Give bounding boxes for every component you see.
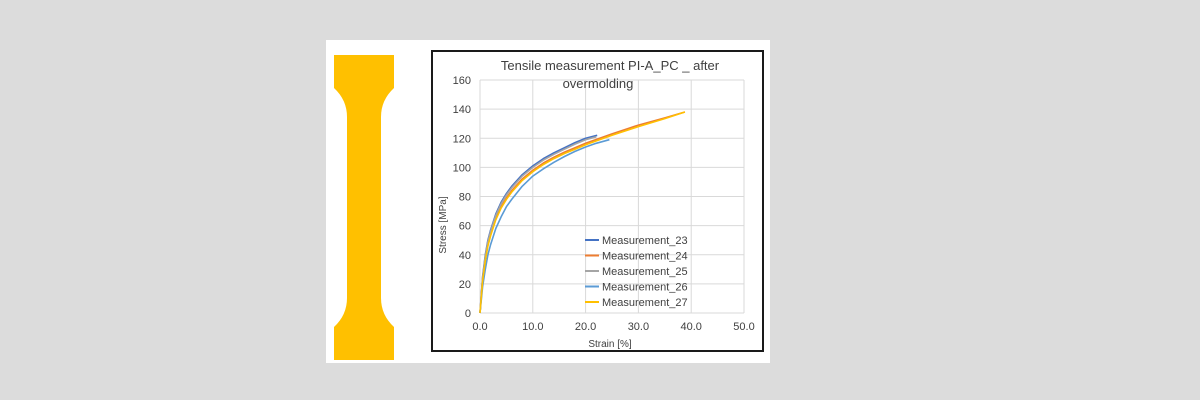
grid-lines (479, 79, 745, 314)
x-tick-label: 40.0 (680, 321, 701, 333)
series-line-measurement-26 (479, 138, 610, 314)
x-axis-label: Strain [%] (588, 339, 632, 350)
tensile-specimen-icon (334, 55, 394, 360)
legend-label: Measurement_25 (602, 266, 688, 278)
y-tick-label: 120 (453, 133, 471, 145)
y-tick-label: 0 (465, 308, 471, 320)
series-lines (479, 111, 686, 314)
x-tick-labels: 0.0 10.0 20.0 30.0 40.0 50.0 (472, 321, 754, 333)
chart-title-line2: overmolding (563, 76, 634, 91)
specimen-shape (334, 55, 394, 360)
y-tick-label: 160 (453, 75, 471, 87)
x-tick-label: 30.0 (628, 321, 649, 333)
x-tick-label: 10.0 (522, 321, 543, 333)
y-tick-labels: 0 20 40 60 80 100 120 140 160 (453, 75, 471, 320)
y-tick-label: 40 (459, 250, 471, 262)
y-tick-label: 20 (459, 279, 471, 291)
x-tick-label: 0.0 (472, 321, 487, 333)
x-tick-label: 50.0 (733, 321, 754, 333)
series-line-measurement-27 (479, 111, 686, 314)
x-tick-label: 20.0 (575, 321, 596, 333)
legend: Measurement_23 Measurement_24 Measurement_… (585, 235, 688, 309)
legend-label: Measurement_27 (602, 297, 688, 309)
y-tick-label: 60 (459, 221, 471, 233)
legend-label: Measurement_23 (602, 235, 688, 247)
chart-title-line1: Tensile measurement PI-A_PC _ after (501, 58, 720, 73)
legend-label: Measurement_24 (602, 251, 688, 263)
y-tick-label: 80 (459, 192, 471, 204)
y-tick-label: 140 (453, 104, 471, 116)
y-axis-label: Stress [MPa] (438, 196, 449, 253)
y-tick-label: 100 (453, 162, 471, 174)
stress-strain-chart: 0 20 40 60 80 100 120 140 160 0.0 10.0 20.0 30.0 40.… (438, 58, 755, 350)
legend-label: Measurement_26 (602, 282, 688, 294)
